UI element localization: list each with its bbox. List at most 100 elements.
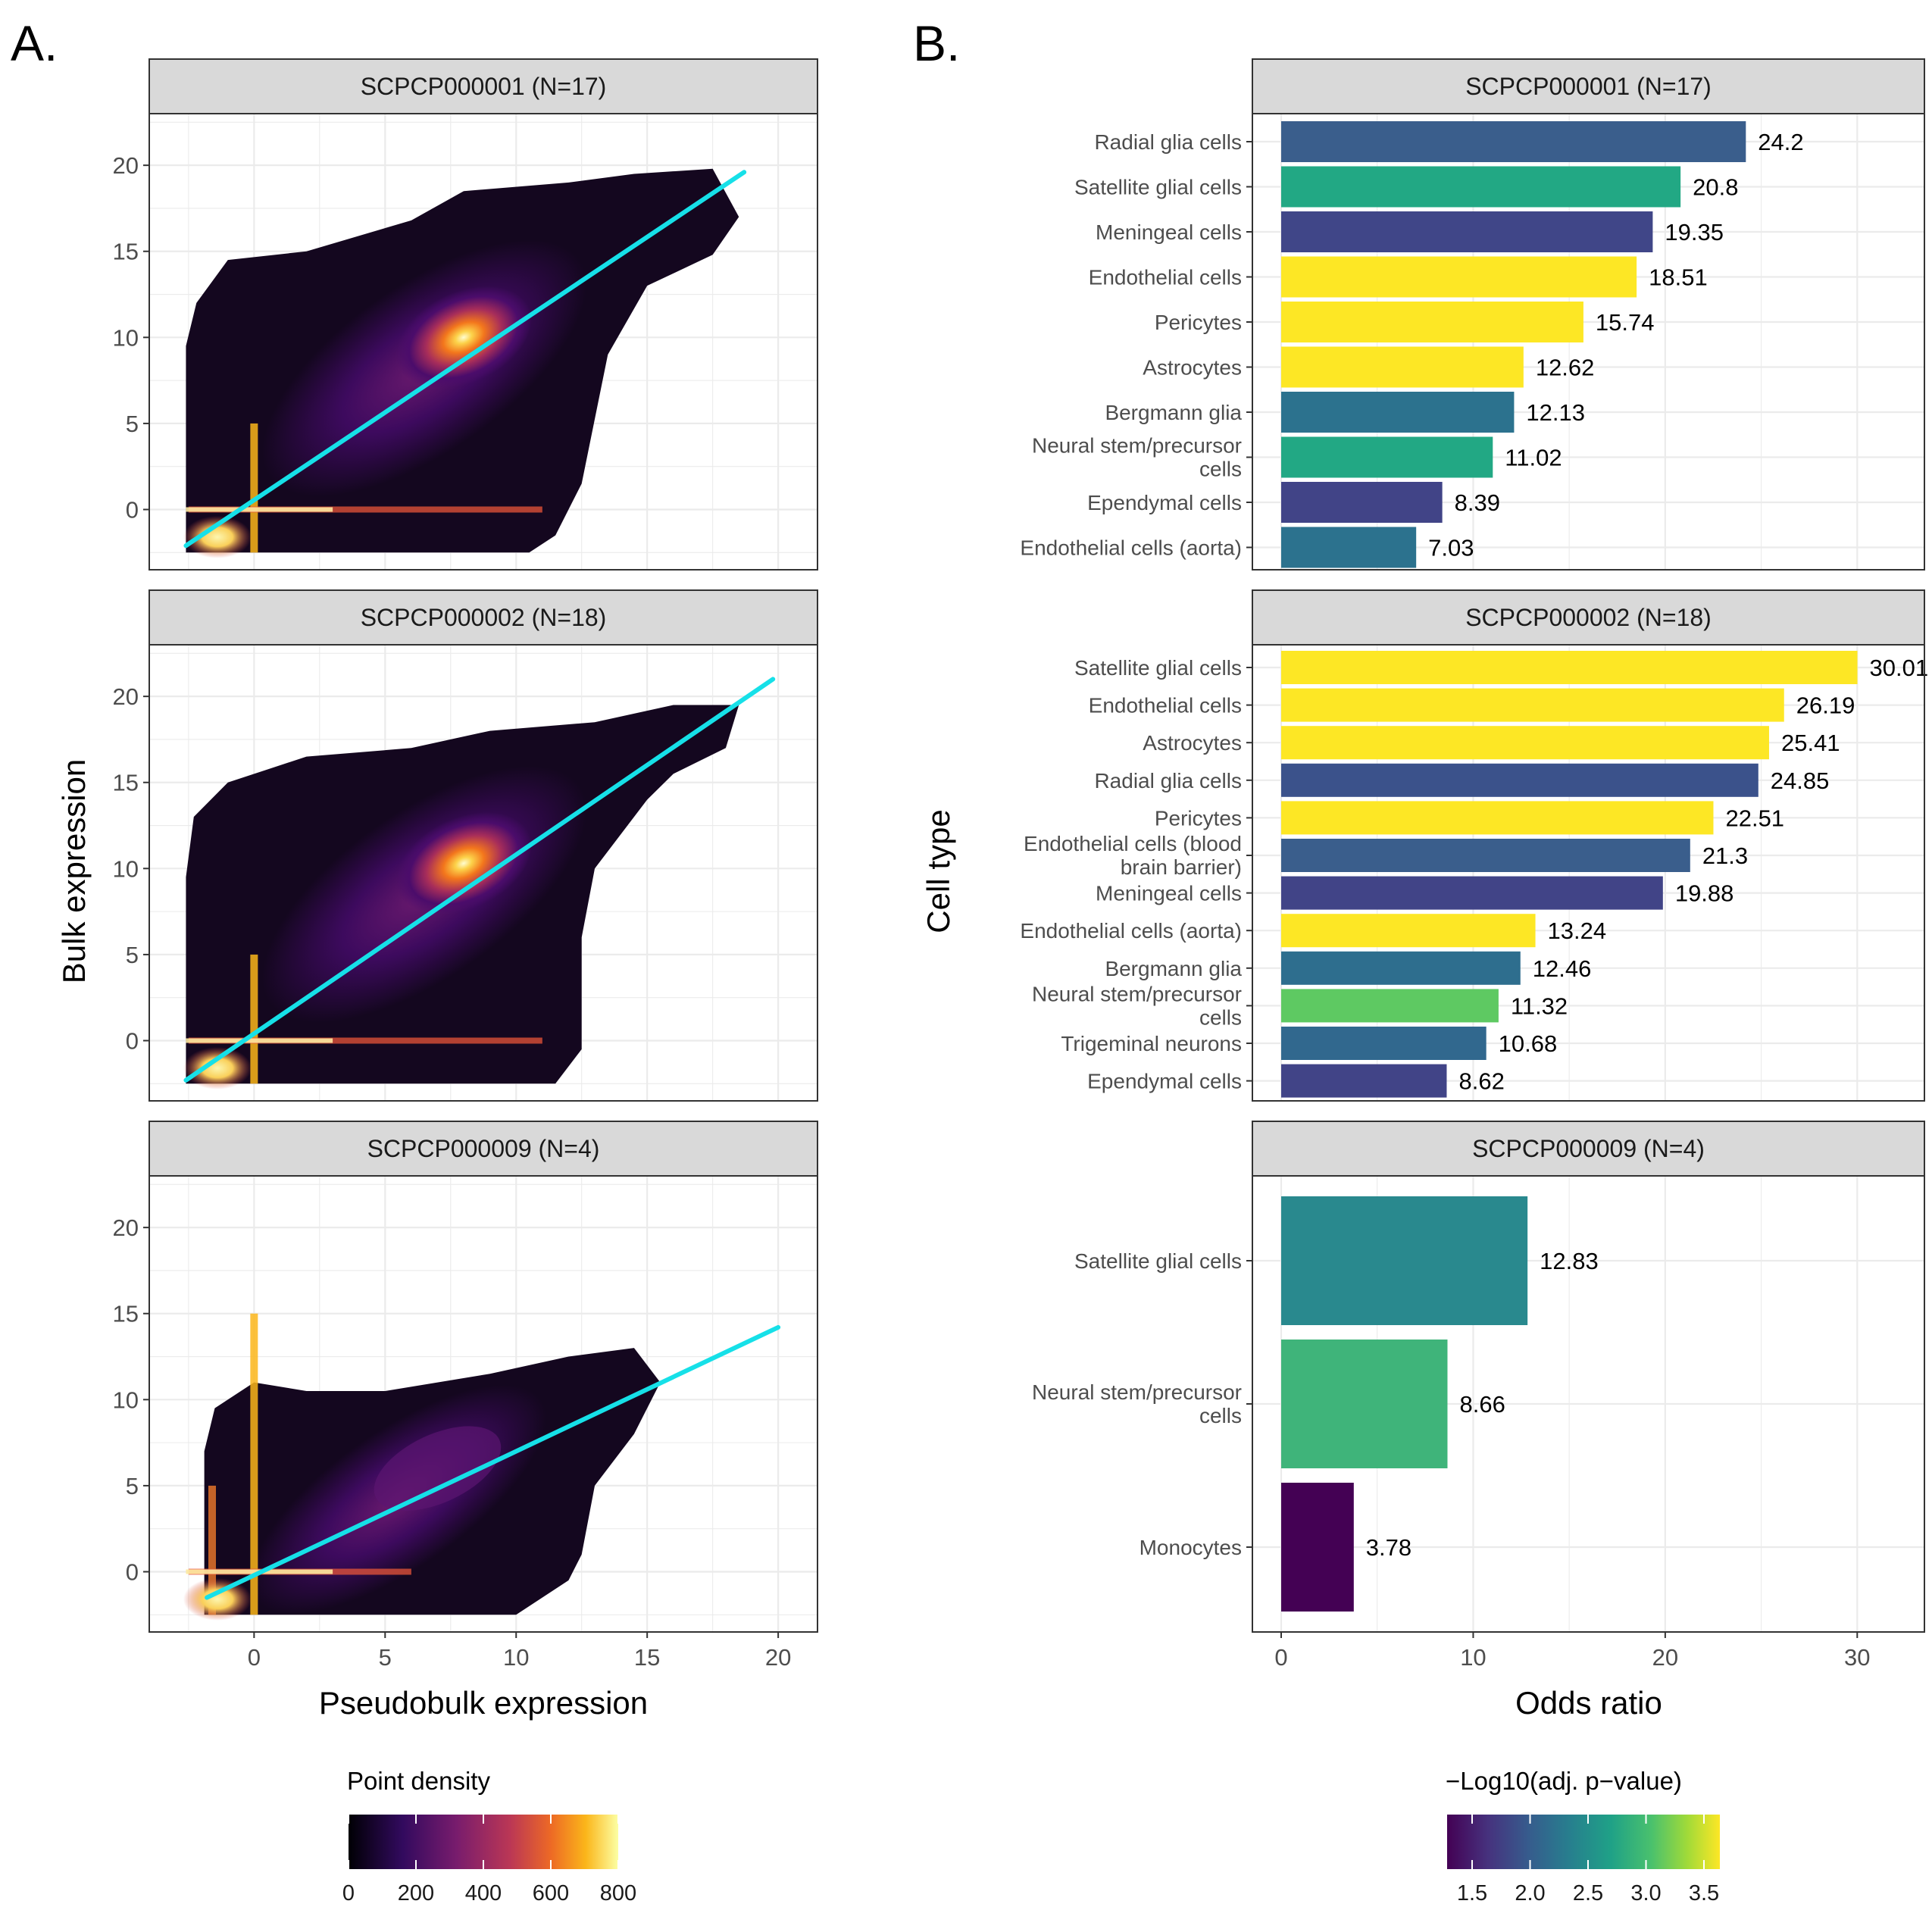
plot-border — [1252, 113, 1925, 571]
bar — [1281, 256, 1637, 298]
bar-value-label: 8.39 — [1455, 489, 1500, 516]
category-label-line: Neural stem/precursor — [1032, 982, 1242, 1005]
bar-value-label: 19.88 — [1675, 880, 1734, 907]
facet-strip-a3-bg — [148, 1121, 818, 1177]
bar-value-label: 8.66 — [1459, 1391, 1505, 1418]
facet-strip-b2-bg — [1252, 589, 1925, 646]
legend-tick-label: 1.5 — [1457, 1881, 1487, 1905]
density-corner-hotspot — [183, 1577, 252, 1621]
category-label: Neural stem/precursor cells — [1032, 434, 1242, 481]
category-label: Bergmann glia — [1105, 401, 1242, 424]
category-label-line: cells — [1199, 1005, 1242, 1029]
bar — [1281, 688, 1784, 722]
x-tick-label: 10 — [1460, 1644, 1486, 1671]
category-label: Endothelial cells (blood brain barrier) — [1024, 832, 1242, 879]
panel-label-b: B. — [913, 15, 960, 71]
legend-tick-label: 0 — [342, 1881, 355, 1905]
plot-border — [148, 1175, 818, 1633]
bar — [1281, 839, 1690, 872]
y-axis-title-b: Cell type — [921, 809, 956, 933]
legend-tick-label: 2.5 — [1573, 1881, 1603, 1905]
category-label: Bergmann glia — [1105, 957, 1242, 980]
density-peak — [395, 811, 532, 915]
odds-ratio-facets: SCPCP000001 (N=17) 24.2 Radial glia cells 2… — [921, 58, 1929, 1721]
bar-value-label: 25.41 — [1781, 730, 1840, 756]
category-label: Satellite glial cells — [1074, 1249, 1242, 1273]
x-axis-title-b: Odds ratio — [1515, 1685, 1662, 1721]
facet-strip-b1-label: SCPCP000001 (N=17) — [1465, 73, 1712, 100]
category-label: Monocytes — [1140, 1536, 1242, 1559]
y-tick-label: 15 — [113, 770, 139, 796]
bar — [1281, 166, 1681, 208]
bar-value-label: 18.51 — [1649, 264, 1708, 291]
category-label-line: cells — [1199, 1404, 1242, 1427]
bar-value-label: 30.01 — [1870, 655, 1929, 681]
category-label: Endothelial cells — [1089, 694, 1242, 717]
y-tick-label: 5 — [126, 1473, 139, 1499]
density-facet-2: SCPCP000002 (N=18) 0 5 10 15 20 — [113, 589, 818, 1102]
legend-tick-label: 800 — [600, 1881, 636, 1905]
density-peak — [374, 1426, 502, 1511]
x-tick-label: 5 — [379, 1644, 392, 1671]
bar — [1281, 1483, 1354, 1612]
facet-strip-a2-label: SCPCP000002 (N=18) — [361, 604, 607, 631]
zero-streak-horizontal-bright — [186, 507, 333, 512]
bar — [1281, 527, 1417, 568]
regression-line — [183, 170, 747, 549]
bar — [1281, 989, 1499, 1023]
regression-line — [205, 1324, 781, 1600]
y-tick-label: 5 — [126, 942, 139, 968]
x-tick-label: 0 — [248, 1644, 261, 1671]
facet-strip-a1-label: SCPCP000001 (N=17) — [361, 73, 607, 100]
zero-streak-vertical — [250, 954, 258, 1084]
bar — [1281, 121, 1746, 162]
bar — [1281, 914, 1536, 948]
facet-strip-a3-label: SCPCP000009 (N=4) — [367, 1135, 600, 1162]
zero-streak-horizontal-bright — [186, 1038, 333, 1043]
y-tick-label: 20 — [113, 1215, 139, 1241]
category-label: Radial glia cells — [1094, 769, 1242, 792]
density-peak — [395, 286, 532, 389]
y-tick-label: 0 — [126, 1558, 139, 1585]
bar — [1281, 1064, 1447, 1098]
x-tick-label: 15 — [634, 1644, 660, 1671]
category-label: Pericytes — [1155, 806, 1242, 830]
x-tick-label: 20 — [765, 1644, 791, 1671]
density-legend: Point density 0 200 400 600 800 — [342, 1767, 636, 1905]
category-label: Radial glia cells — [1094, 130, 1242, 154]
y-axis-title-a: Bulk expression — [56, 759, 92, 983]
bar — [1281, 302, 1583, 342]
legend-tick-label: 2.0 — [1515, 1881, 1545, 1905]
category-label-line: cells — [1199, 458, 1242, 481]
bar-facet-2: SCPCP000002 (N=18) 30.01 Satellite glial c… — [1020, 589, 1929, 1102]
x-tick-label: 0 — [1274, 1644, 1287, 1671]
panel-label-a: A. — [11, 15, 58, 71]
category-label-line: Endothelial cells (blood — [1024, 832, 1242, 855]
zero-streak-horizontal — [188, 1037, 542, 1044]
density-corner-hotspot — [183, 1046, 252, 1089]
y-tick-label: 5 — [126, 411, 139, 437]
density-facet-1: SCPCP000001 (N=17) 0 5 10 15 20 — [113, 58, 818, 571]
bar-value-label: 12.83 — [1540, 1248, 1599, 1274]
y-tick-label: 0 — [126, 1027, 139, 1054]
bar — [1281, 211, 1653, 252]
category-label: Ependymal cells — [1087, 1070, 1242, 1093]
facet-strip-b3-label: SCPCP000009 (N=4) — [1472, 1135, 1705, 1162]
category-label-line: brain barrier) — [1121, 855, 1242, 879]
bar-value-label: 10.68 — [1499, 1030, 1558, 1057]
density-legend-title: Point density — [347, 1767, 490, 1795]
density-facet-3: SCPCP000009 (N=4) 0 5 10 15 20 0 5 10 15 20 — [113, 1121, 818, 1671]
y-tick-label: 15 — [113, 1301, 139, 1327]
category-label: Astrocytes — [1143, 731, 1242, 755]
bar-value-label: 21.3 — [1702, 843, 1748, 869]
zero-streak-vertical-2 — [208, 1485, 217, 1615]
density-cloud — [183, 1313, 661, 1621]
category-label: Meningeal cells — [1096, 882, 1242, 905]
bar-value-label: 22.51 — [1725, 805, 1784, 831]
legend-tick-label: 3.0 — [1630, 1881, 1661, 1905]
bar — [1281, 1340, 1448, 1468]
bar-value-label: 24.85 — [1771, 767, 1830, 794]
category-label: Pericytes — [1155, 311, 1242, 334]
